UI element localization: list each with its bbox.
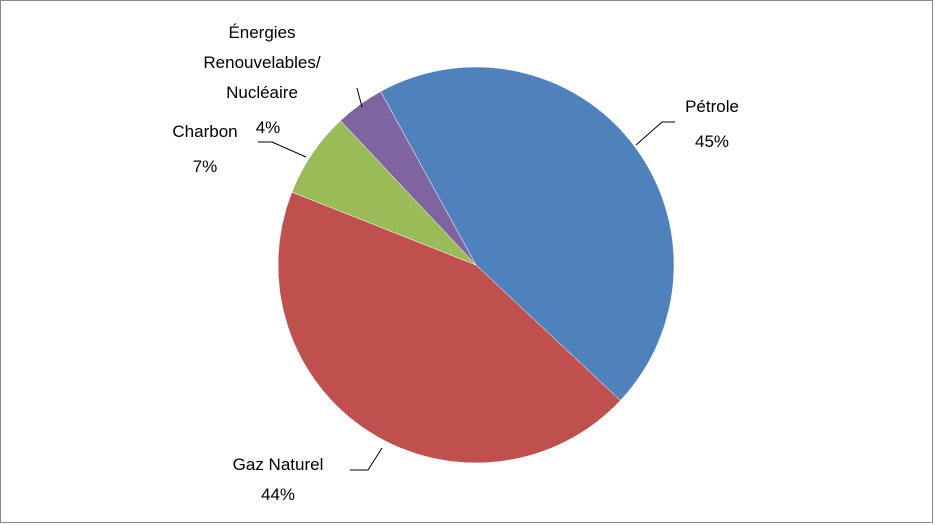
pie-slice: [340, 91, 477, 266]
leader-line: [356, 87, 363, 108]
slice-value-label: 44%: [260, 485, 296, 504]
slice-label: Pétrole: [685, 97, 739, 116]
slice-label: Gaz Naturel: [232, 455, 324, 474]
slice-value-label: 7%: [192, 157, 218, 176]
slice-label: Énergies Renouvelables/ Nucléaire: [203, 23, 321, 102]
slice-value-label: 45%: [694, 132, 730, 151]
pie-slice: [277, 191, 621, 464]
leader-line: [258, 141, 307, 158]
slice-label: Charbon: [172, 122, 238, 141]
pie-slice: [380, 66, 675, 401]
slice-value-label: 4%: [255, 118, 281, 137]
leader-line: [350, 447, 383, 471]
leader-line: [635, 121, 675, 146]
